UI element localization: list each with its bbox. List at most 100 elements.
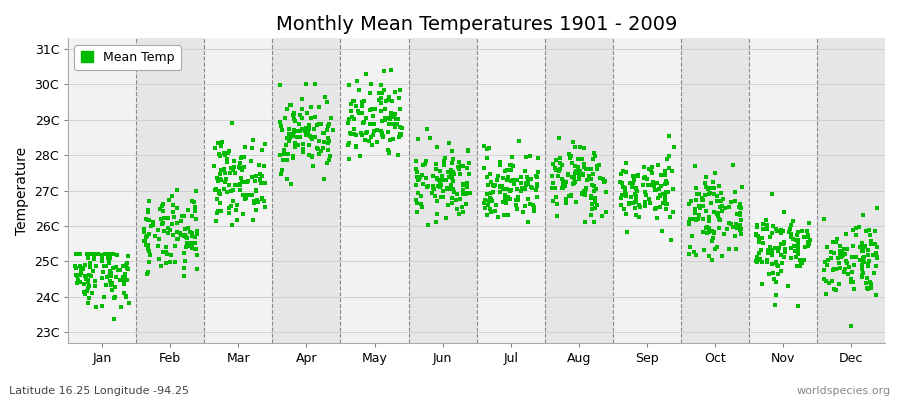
Point bbox=[769, 259, 783, 266]
Point bbox=[482, 198, 496, 204]
Point bbox=[549, 166, 563, 173]
Point bbox=[824, 248, 838, 255]
Point bbox=[801, 243, 815, 249]
Point bbox=[453, 196, 467, 202]
Point bbox=[285, 132, 300, 139]
Point bbox=[377, 114, 392, 121]
Point bbox=[567, 175, 581, 182]
Point bbox=[278, 142, 293, 149]
Point bbox=[477, 164, 491, 171]
Point bbox=[244, 158, 258, 165]
Point bbox=[296, 149, 310, 156]
Point bbox=[353, 152, 367, 159]
Point bbox=[340, 120, 355, 126]
Point bbox=[774, 227, 788, 234]
Point bbox=[711, 215, 725, 222]
Bar bbox=[409, 38, 477, 343]
Point bbox=[562, 154, 577, 161]
Point bbox=[429, 174, 444, 181]
Point bbox=[847, 286, 861, 292]
Point bbox=[480, 191, 494, 197]
Point bbox=[482, 194, 497, 201]
Point bbox=[575, 191, 590, 198]
Point bbox=[89, 304, 104, 310]
Point bbox=[506, 162, 520, 169]
Point bbox=[760, 226, 774, 232]
Point bbox=[235, 167, 249, 174]
Point bbox=[752, 257, 767, 263]
Point bbox=[282, 132, 296, 139]
Point bbox=[437, 162, 452, 168]
Point bbox=[765, 248, 779, 254]
Point bbox=[733, 210, 747, 217]
Point bbox=[255, 147, 269, 153]
Point bbox=[320, 127, 334, 134]
Point bbox=[574, 155, 589, 162]
Point bbox=[104, 251, 118, 258]
Point bbox=[277, 151, 292, 158]
Point bbox=[220, 156, 234, 163]
Point bbox=[503, 188, 517, 194]
Point bbox=[860, 252, 875, 258]
Point bbox=[733, 227, 747, 233]
Point bbox=[496, 186, 510, 192]
Point bbox=[770, 226, 784, 232]
Point bbox=[213, 190, 228, 197]
Point bbox=[545, 180, 560, 186]
Point bbox=[177, 265, 192, 271]
Point bbox=[631, 172, 645, 178]
Point bbox=[214, 208, 229, 214]
Point bbox=[304, 133, 319, 140]
Point bbox=[488, 182, 502, 188]
Point bbox=[393, 86, 408, 93]
Point bbox=[292, 134, 307, 140]
Point bbox=[682, 219, 697, 225]
Point bbox=[70, 280, 85, 286]
Point bbox=[141, 216, 156, 223]
Point bbox=[245, 174, 259, 180]
Point bbox=[617, 188, 632, 194]
Point bbox=[290, 134, 304, 140]
Point bbox=[551, 173, 565, 179]
Point bbox=[562, 151, 577, 157]
Point bbox=[698, 192, 712, 199]
Point bbox=[585, 182, 599, 188]
Point bbox=[170, 229, 184, 235]
Point bbox=[284, 102, 298, 108]
Point bbox=[689, 191, 704, 198]
Point bbox=[83, 259, 97, 266]
Point bbox=[784, 245, 798, 251]
Point bbox=[695, 197, 709, 203]
Point bbox=[790, 236, 805, 243]
Point bbox=[649, 187, 663, 194]
Point bbox=[73, 270, 87, 277]
Point bbox=[187, 233, 202, 240]
Point bbox=[392, 152, 406, 158]
Point bbox=[221, 182, 236, 188]
Point bbox=[784, 230, 798, 237]
Point bbox=[659, 206, 673, 212]
Point bbox=[374, 129, 389, 136]
Point bbox=[344, 101, 358, 108]
Point bbox=[109, 263, 123, 270]
Point bbox=[586, 171, 600, 177]
Point bbox=[565, 160, 580, 166]
Point bbox=[314, 120, 328, 127]
Point bbox=[213, 177, 228, 183]
Point bbox=[382, 149, 396, 155]
Point bbox=[288, 144, 302, 150]
Point bbox=[559, 196, 573, 202]
Point bbox=[704, 200, 718, 207]
Point bbox=[482, 145, 497, 151]
Point bbox=[831, 255, 845, 261]
Point bbox=[295, 96, 310, 102]
Point bbox=[787, 242, 801, 249]
Point bbox=[160, 251, 175, 257]
Point bbox=[186, 199, 201, 206]
Point bbox=[461, 147, 475, 153]
Point bbox=[346, 130, 361, 137]
Point bbox=[146, 218, 160, 225]
Point bbox=[320, 135, 335, 141]
Point bbox=[567, 180, 581, 186]
Point bbox=[436, 173, 450, 179]
